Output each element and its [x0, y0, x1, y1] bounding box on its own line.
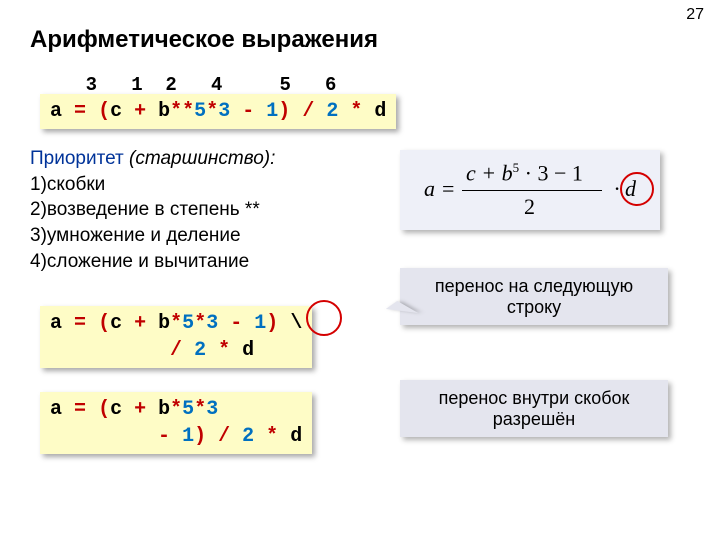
code-example-3: a = (c + b*5*3 - 1) / 2 * d [40, 392, 312, 454]
note-line-continuation: перенос на следующую строку [400, 268, 668, 325]
priority-heading: Приоритет (старшинство): [0, 146, 275, 172]
red-circle-backslash [306, 300, 342, 336]
priority-item-2: 2)возведение в степень ** [30, 197, 275, 223]
code-example-1: a = (c + b**5*3 - 1) / 2 * d [40, 94, 396, 129]
priority-item-1: 1)скобки [30, 172, 275, 198]
fraction-bar [462, 190, 602, 191]
formula-numerator-1: c + b [466, 160, 513, 185]
priority-item-4: 4)сложение и вычитание [30, 249, 275, 275]
priority-heading-paren: (старшинство): [124, 148, 276, 169]
code-example-2: a = (c + b*5*3 - 1) \ / 2 * d [40, 306, 312, 368]
page-number: 27 [686, 6, 704, 24]
slide-title: Арифметическое выражения [30, 26, 378, 54]
priority-list: 1)скобки 2)возведение в степень ** 3)умн… [0, 172, 275, 275]
red-circle-formula [620, 172, 654, 206]
formula-numerator-2: · 3 − 1 [519, 160, 583, 185]
formula-eq: = [442, 176, 454, 202]
note-paren-wrap: перенос внутри скобок разрешён [400, 380, 668, 437]
operator-priority-numbers: 3 1 2 4 5 6 [40, 74, 336, 96]
formula-denominator: 2 [524, 194, 535, 220]
priority-item-3: 3)умножение и деление [30, 223, 275, 249]
priority-heading-word: Приоритет [30, 148, 124, 169]
priority-block: Приоритет (старшинство): 1)скобки 2)возв… [0, 146, 275, 274]
formula-a: a [424, 176, 435, 202]
